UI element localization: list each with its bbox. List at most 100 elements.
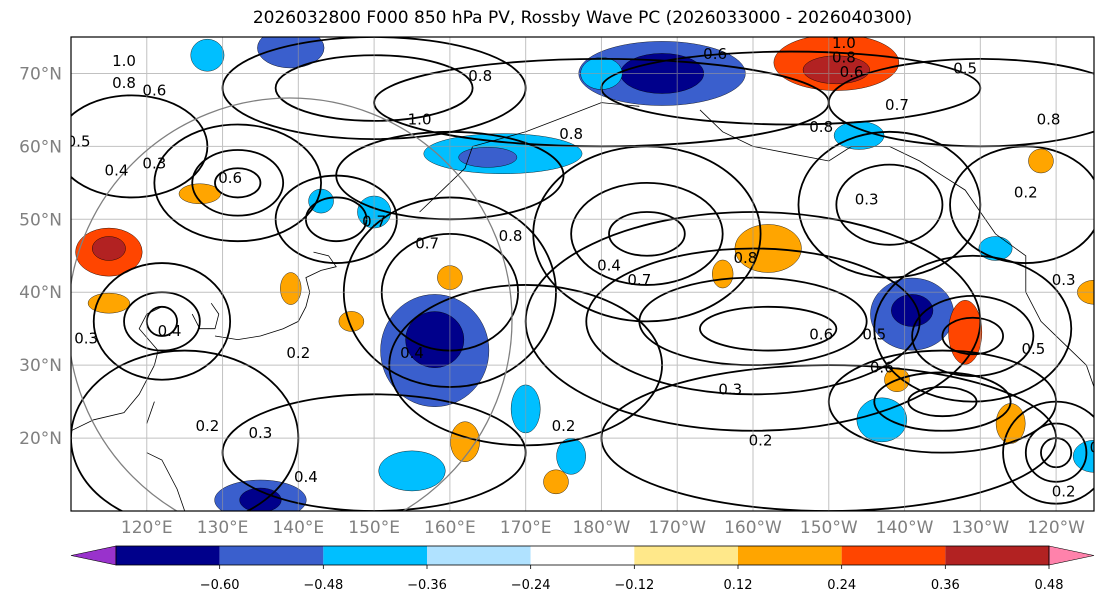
contour-label: 0.8 bbox=[499, 227, 523, 245]
pc-anomaly-region bbox=[543, 469, 569, 495]
lon-tick-label: 120°E bbox=[121, 518, 173, 538]
plot-frame bbox=[70, 36, 1095, 512]
contour-label: 0.6 bbox=[870, 358, 894, 376]
pc-anomaly-region bbox=[257, 37, 325, 69]
lat-tick-label: 20°N bbox=[19, 429, 62, 449]
contour-label: 0.6 bbox=[1090, 439, 1105, 457]
coastline-path bbox=[214, 251, 337, 341]
lon-tick-label: 130°E bbox=[197, 518, 249, 538]
contour-label: 0.3 bbox=[74, 329, 98, 347]
lat-tick-label: 40°N bbox=[19, 283, 62, 303]
pc-anomaly-region bbox=[556, 438, 586, 475]
coastline-path bbox=[146, 452, 186, 511]
lat-tick-label: 60°N bbox=[19, 137, 62, 157]
colorbar-segment bbox=[945, 546, 1049, 565]
contour-labels: 1.00.80.60.60.50.81.00.8 0.60.80.70.8 0.80… bbox=[67, 34, 1105, 500]
pc-anomaly-region bbox=[458, 147, 518, 168]
contour-label: 0.6 bbox=[840, 63, 864, 81]
plot-background bbox=[71, 37, 1094, 511]
pc-anomaly-region bbox=[1072, 440, 1094, 473]
contour-label: 0.5 bbox=[862, 326, 886, 344]
coastline-path bbox=[191, 302, 220, 330]
reference-circle bbox=[71, 97, 513, 511]
colorbar-segment bbox=[841, 546, 946, 565]
lat-tick-label: 30°N bbox=[19, 356, 62, 376]
contour-label: 1.0 bbox=[112, 52, 136, 70]
lat-tick-label: 50°N bbox=[19, 210, 62, 230]
lon-tick-label: 150°E bbox=[348, 518, 400, 538]
lon-tick-label: 130°W bbox=[951, 518, 1009, 538]
contour-label: 0.4 bbox=[105, 162, 129, 180]
pv-contour-line bbox=[608, 211, 686, 257]
colorbar-segment bbox=[323, 546, 427, 565]
pv-contour-line bbox=[214, 167, 262, 199]
pc-anomaly-region bbox=[712, 259, 734, 289]
contour-label: 0.6 bbox=[218, 169, 242, 187]
contour-label: 0.4 bbox=[400, 344, 424, 362]
pc-anomaly-region bbox=[802, 55, 870, 85]
pc-anomaly-region bbox=[1028, 148, 1054, 174]
contour-label: 0.4 bbox=[597, 256, 621, 274]
lon-tick-label: 180°W bbox=[573, 518, 631, 538]
lon-tick-label: 170°W bbox=[648, 518, 706, 538]
pc-anomaly-region bbox=[378, 450, 446, 492]
contour-label: 0.5 bbox=[1021, 340, 1045, 358]
colorbar-tick-label: 0.24 bbox=[827, 578, 856, 593]
contour-label: 0.2 bbox=[749, 431, 773, 449]
colorbar-segment bbox=[738, 546, 842, 565]
contour-label: 0.6 bbox=[809, 326, 833, 344]
contour-label: 0.4 bbox=[158, 322, 182, 340]
contour-label: 0.6 bbox=[142, 81, 166, 99]
contour-label: 0.2 bbox=[1052, 482, 1076, 500]
contour-label: 1.0 bbox=[408, 111, 432, 129]
contour-label: 1.0 bbox=[832, 34, 856, 52]
pv-contour-line bbox=[153, 123, 322, 243]
coastline-path bbox=[699, 109, 1094, 388]
colorbar-tick-label: −0.36 bbox=[407, 578, 447, 593]
colorbar-segment bbox=[530, 546, 635, 565]
contour-label: 0.4 bbox=[294, 468, 318, 486]
colorbar-tick-label: −0.24 bbox=[511, 578, 551, 593]
contour-label: 0.3 bbox=[718, 380, 742, 398]
contour-label: 0.3 bbox=[855, 191, 879, 209]
latitude-labels: 20°N 30°N 40°N 50°N 60°N 70°N bbox=[19, 64, 62, 449]
pc-anomaly-region bbox=[280, 272, 302, 305]
colorbar-tick-label: −0.12 bbox=[614, 578, 654, 593]
contour-label: 0.8 bbox=[112, 74, 136, 92]
contour-label: 0.8 bbox=[832, 49, 856, 67]
pv-contour-line bbox=[835, 163, 944, 246]
contour-label: 0.2 bbox=[1014, 183, 1038, 201]
colorbar-tick-label: 0.12 bbox=[724, 578, 753, 593]
colorbar-extend-low bbox=[70, 545, 117, 566]
lon-tick-label: 150°W bbox=[800, 518, 858, 538]
contour-label: 0.8 bbox=[809, 118, 833, 136]
contour-label: 0.8 bbox=[559, 125, 583, 143]
colorbar-frame bbox=[115, 545, 1050, 566]
colorbar-tick-label: −0.48 bbox=[303, 578, 343, 593]
colorbar-segment bbox=[219, 546, 324, 565]
contour-label: 0.7 bbox=[415, 234, 439, 252]
map-area: 1.00.80.60.60.50.81.00.8 0.60.80.70.8 0.80… bbox=[67, 34, 1105, 512]
contour-label: 0.3 bbox=[249, 424, 273, 442]
pv-contour-line bbox=[191, 149, 285, 217]
lon-tick-label: 160°W bbox=[724, 518, 782, 538]
pc-anomaly-region bbox=[995, 403, 1026, 444]
colorbar-segment bbox=[427, 546, 531, 565]
longitude-labels: 120°E 130°E 140°E 150°E 160°E 170°E 180°W 170°W… bbox=[121, 518, 1085, 538]
contour-label: 0.5 bbox=[953, 59, 977, 77]
lon-tick-label: 120°W bbox=[1027, 518, 1085, 538]
pc-anomaly-region bbox=[405, 311, 465, 368]
contour-label: 0.5 bbox=[67, 132, 91, 150]
lon-tick-label: 140°W bbox=[876, 518, 934, 538]
chart-title: 2026032800 F000 850 hPa PV, Rossby Wave … bbox=[252, 8, 913, 28]
coastline-path bbox=[146, 401, 155, 424]
pc-anomaly-region bbox=[178, 183, 221, 205]
colorbar: −0.60 −0.48 −0.36 −0.24 −0.12 0.12 0.24 0.36 0.4… bbox=[70, 545, 1095, 593]
pv-contour-line bbox=[699, 305, 838, 352]
lon-tick-label: 170°E bbox=[500, 518, 552, 538]
pc-anomaly-region bbox=[338, 311, 365, 332]
colorbar-tick-label: 0.36 bbox=[931, 578, 960, 593]
pc-anomaly-region bbox=[450, 421, 480, 462]
pv-contour-line bbox=[570, 181, 724, 286]
